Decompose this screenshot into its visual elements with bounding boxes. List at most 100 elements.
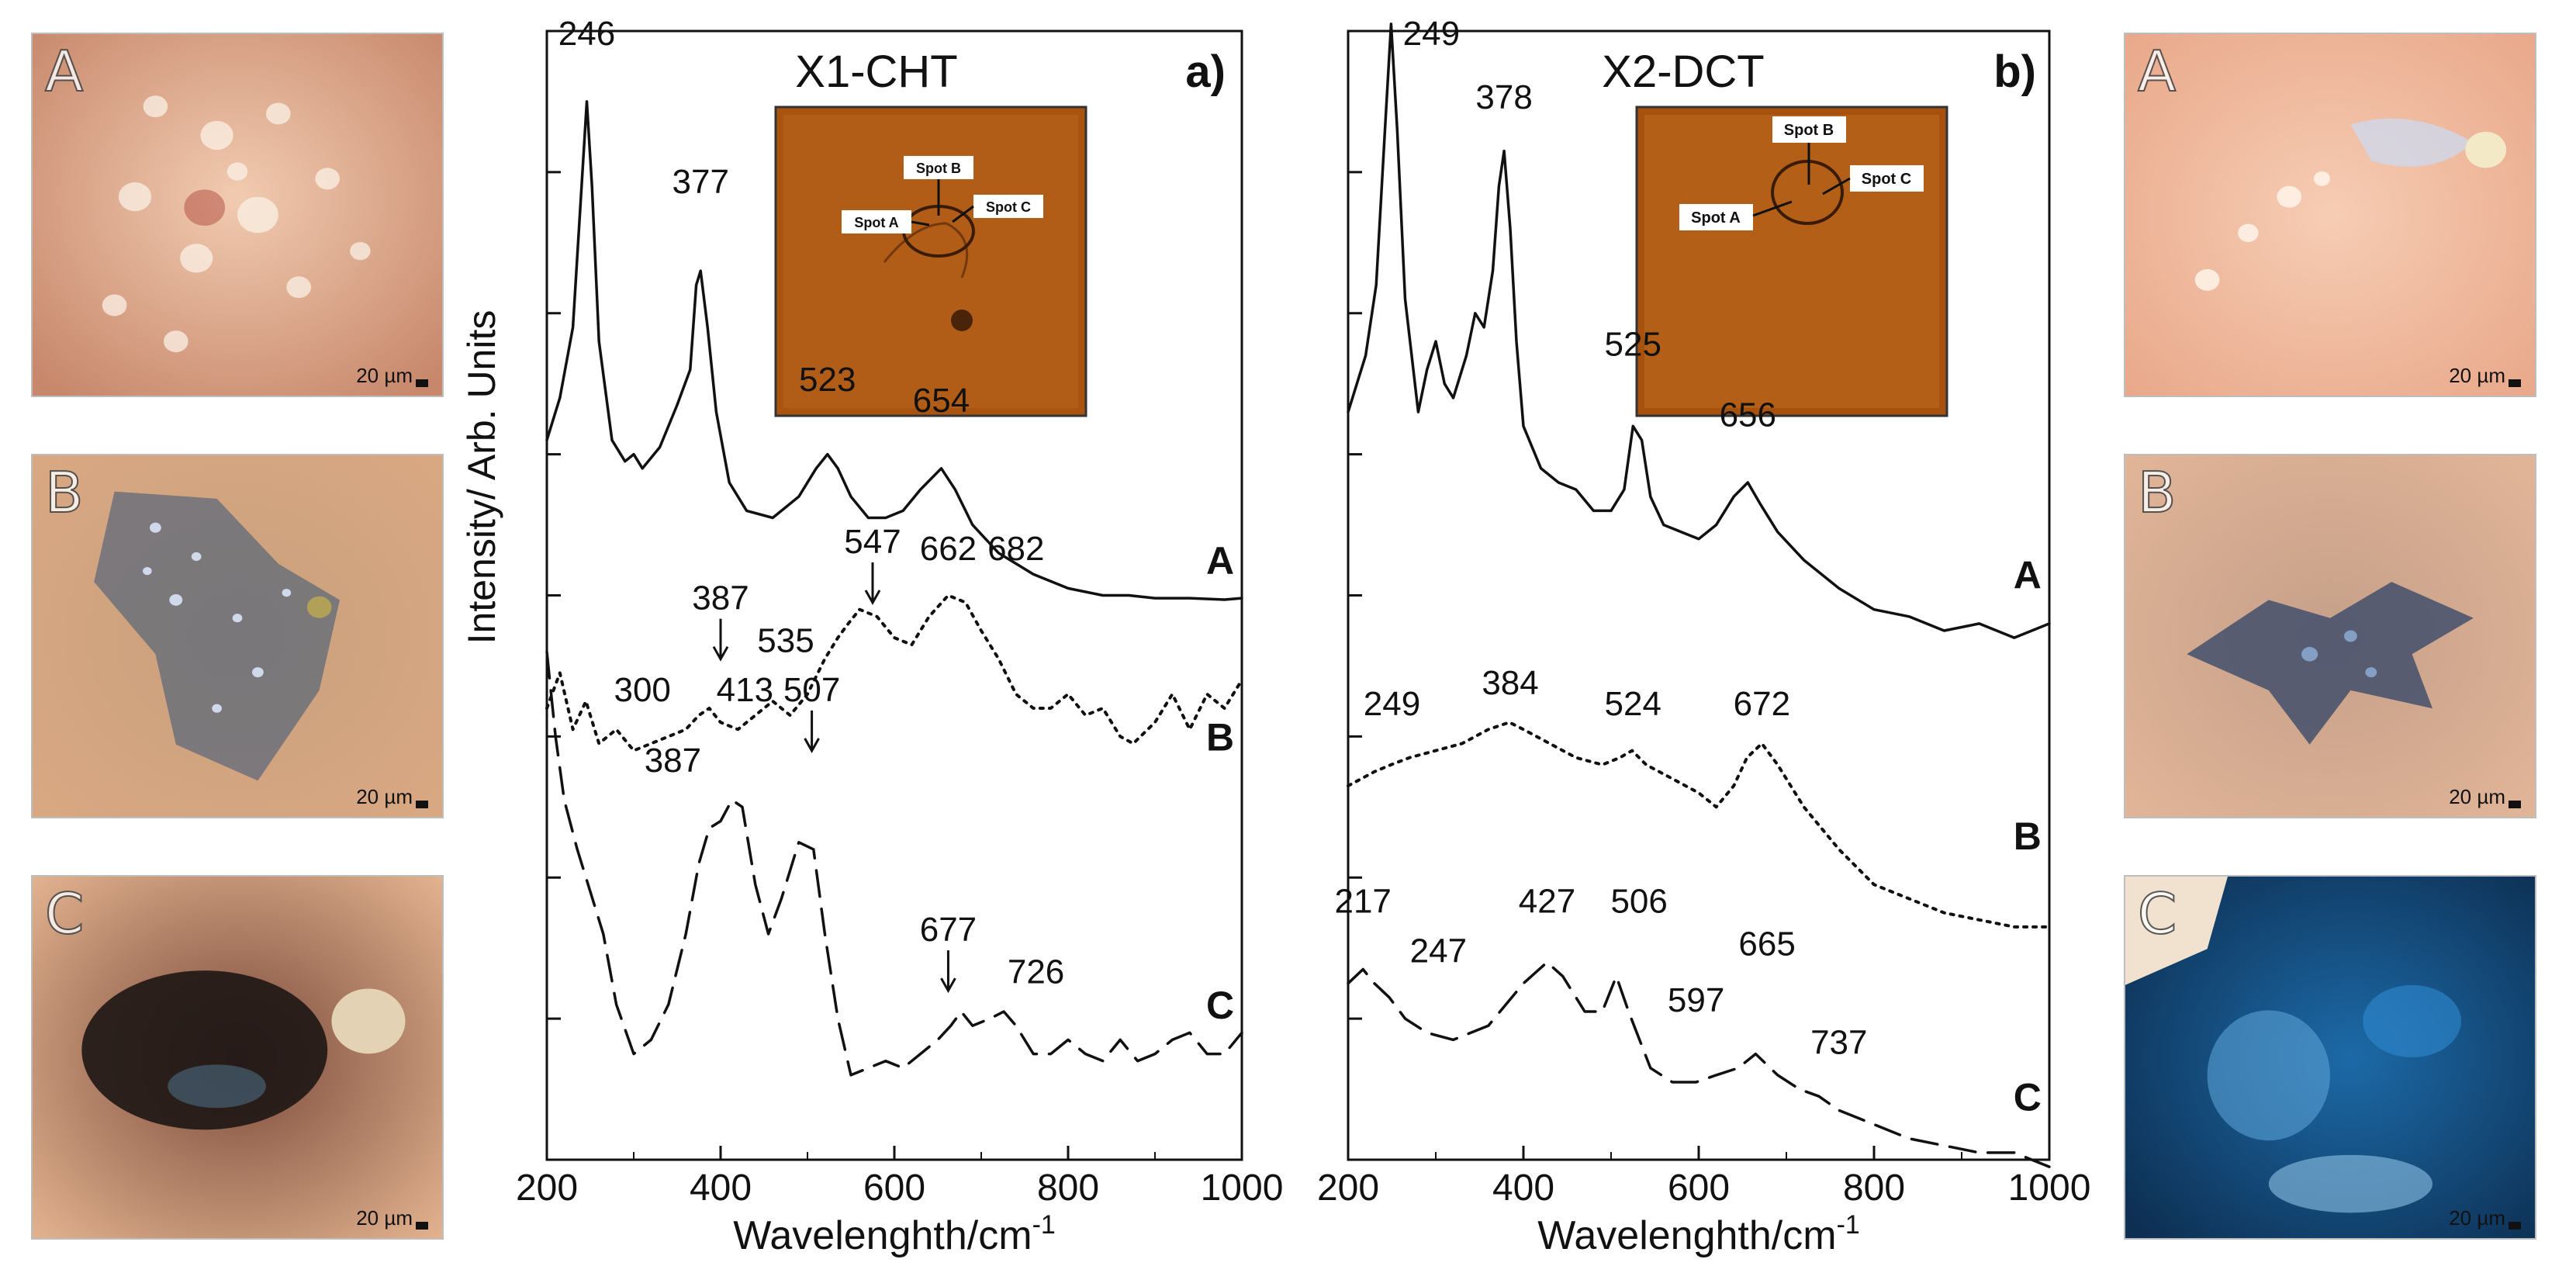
- peak-label: 413: [717, 671, 773, 709]
- peak-label: 427: [1519, 883, 1575, 921]
- spot-label-c: Spot C: [1850, 165, 1924, 192]
- scale-bar: 20 µm: [2449, 785, 2521, 809]
- x-tick-label: 600: [863, 1167, 925, 1209]
- spot-a-text: Spot A: [854, 215, 898, 230]
- peak-label: 506: [1610, 883, 1667, 921]
- y-axis-label: Intensity/ Arb. Units: [460, 310, 503, 645]
- peak-label: 597: [1668, 981, 1724, 1019]
- chart-panel-b: 200 400 600 800 1000 Spot A Spot B Spot C X2…: [1317, 15, 2090, 1258]
- peak-label: 378: [1475, 78, 1532, 116]
- scale-bar-label: 20 µm: [356, 785, 413, 808]
- peak-label: 217: [1334, 883, 1391, 921]
- series-line-a: [1347, 22, 2051, 639]
- scale-bar: 20 µm: [2449, 364, 2521, 388]
- micrograph-right-b: B 20 µm: [2124, 454, 2536, 818]
- peak-label: 387: [645, 742, 701, 780]
- x-axis-label: Wavelenghth/cm-1: [733, 1210, 1056, 1258]
- spot-label-c: Spot C: [973, 195, 1043, 218]
- series-line-c: [1347, 960, 2051, 1168]
- peak-label: 662: [920, 530, 977, 568]
- curve-label: A: [1206, 539, 1234, 583]
- arrow-head: [864, 590, 881, 605]
- peak-label: 726: [1008, 953, 1064, 991]
- chart-title: X2-DCT: [1602, 47, 1764, 97]
- micrograph-letter: B: [44, 459, 84, 526]
- micrograph-left-a: A 20 µm: [31, 33, 444, 397]
- x-ticks: 200 400 600 800 1000: [516, 1146, 1283, 1209]
- scale-bar: 20 µm: [356, 1206, 428, 1230]
- spot-label-b: Spot B: [1772, 116, 1846, 143]
- x-tick-label: 800: [1843, 1167, 1905, 1209]
- curve-label: A: [2014, 553, 2042, 597]
- spot-b-text: Spot B: [1784, 122, 1834, 139]
- peak-label: 737: [1810, 1024, 1867, 1062]
- series-group: [545, 100, 1243, 1077]
- series-line-b: [1347, 721, 2051, 929]
- scale-bar-label: 20 µm: [356, 364, 413, 387]
- panel-label: b): [1993, 47, 2036, 97]
- peak-label: 249: [1403, 15, 1460, 53]
- x-axis-label: Wavelenghth/cm-1: [1537, 1210, 1860, 1258]
- x-tick-label: 1000: [2008, 1167, 2091, 1209]
- x-tick-label: 1000: [1201, 1167, 1284, 1209]
- spot-c-text: Spot C: [1862, 171, 1911, 188]
- spot-label-a: Spot A: [842, 210, 911, 233]
- peak-label: 384: [1482, 664, 1538, 702]
- series-line-a: [545, 100, 1243, 601]
- x-tick-label: 400: [690, 1167, 752, 1209]
- x-tick-label: 200: [516, 1167, 578, 1209]
- y-ticks: [547, 171, 561, 1020]
- curve-label: B: [2014, 815, 2042, 858]
- peak-label: 547: [844, 523, 901, 561]
- series-group: [1347, 22, 2051, 1168]
- x-tick-label: 400: [1492, 1167, 1554, 1209]
- peak-label: 665: [1738, 925, 1795, 963]
- peak-label: 387: [692, 579, 749, 617]
- micrograph-left-b: B 20 µm: [31, 454, 444, 818]
- scale-bar-label: 20 µm: [2449, 1206, 2505, 1230]
- spot-label-b: Spot B: [904, 156, 973, 179]
- peak-label: 247: [1410, 932, 1467, 970]
- micrograph-letter: A: [2137, 38, 2177, 105]
- chart-title: X1-CHT: [795, 47, 957, 97]
- inset-photo: Spot A Spot B Spot C: [774, 106, 1087, 417]
- micrograph-letter: C: [44, 880, 85, 947]
- peak-label: 523: [799, 361, 856, 399]
- peak-label: 507: [783, 671, 840, 709]
- micrograph-image: [2125, 877, 2535, 1238]
- micrograph-right-c: C 20 µm: [2124, 875, 2536, 1240]
- micrograph-left-c: C 20 µm: [31, 875, 444, 1240]
- peak-label: 525: [1605, 325, 1661, 363]
- scale-bar: 20 µm: [356, 364, 428, 388]
- spot-b-text: Spot B: [916, 161, 961, 176]
- annotations: 249 378 525 656 A 249 384 524 672 B 217 247 427 506 66…: [1334, 15, 2041, 1119]
- micrograph-letter: A: [44, 38, 84, 105]
- series-line-b: [545, 593, 1243, 752]
- micrograph-image: [2125, 34, 2535, 396]
- scale-bar: 20 µm: [356, 785, 428, 809]
- peak-label: 377: [673, 163, 729, 201]
- y-ticks: [1348, 171, 1362, 1020]
- peak-label: 246: [558, 15, 615, 53]
- peak-label: 656: [1720, 396, 1776, 434]
- micrograph-right-a: A 20 µm: [2124, 33, 2536, 397]
- scale-bar: 20 µm: [2449, 1206, 2521, 1230]
- panel-label: a): [1185, 47, 1226, 97]
- curve-label: C: [1206, 984, 1234, 1027]
- arrow-head: [712, 645, 729, 662]
- x-tick-label: 600: [1668, 1167, 1730, 1209]
- spot-c-text: Spot C: [986, 199, 1031, 215]
- micrograph-image: [33, 34, 442, 396]
- peak-label: 654: [913, 382, 970, 420]
- x-tick-label: 800: [1037, 1167, 1099, 1209]
- curve-label: C: [2014, 1075, 2042, 1119]
- curve-label: B: [1206, 716, 1234, 759]
- micrograph-letter: B: [2137, 459, 2177, 526]
- peak-label: 524: [1605, 685, 1661, 723]
- peak-label: 300: [614, 671, 670, 709]
- spot-label-a: Spot A: [1679, 204, 1753, 230]
- x-ticks: 200 400 600 800 1000: [1317, 1146, 2090, 1209]
- arrow-head: [940, 977, 956, 994]
